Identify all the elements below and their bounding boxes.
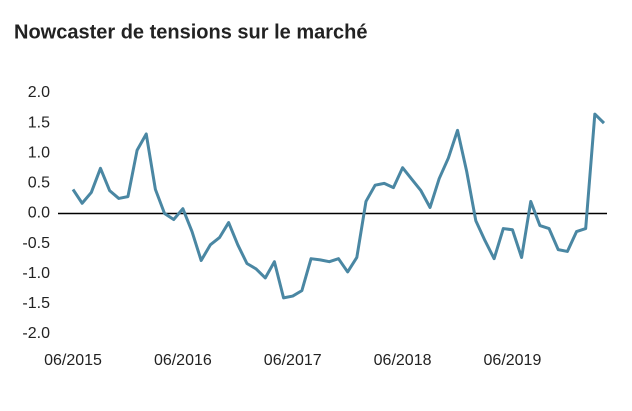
chart-title: Nowcaster de tensions sur le marché <box>14 21 367 43</box>
x-tick-label: 06/2015 <box>44 352 102 369</box>
y-tick-label: 2.0 <box>28 84 50 101</box>
y-tick-label: -1.0 <box>22 265 50 282</box>
y-tick-label: -1.5 <box>22 295 50 312</box>
line <box>71 112 606 300</box>
y-tick-label: 1.5 <box>28 114 50 131</box>
x-tick-label: 06/2019 <box>484 352 542 369</box>
x-tick-label: 06/2016 <box>154 352 212 369</box>
x-tick-label: 06/2018 <box>374 352 432 369</box>
y-tick-label: -0.5 <box>22 235 50 252</box>
y-tick-label: 0.5 <box>28 175 50 192</box>
x-tick-label: 06/2017 <box>264 352 322 369</box>
y-tick-label: 1.0 <box>28 144 50 161</box>
y-tick-label: 0.0 <box>28 205 50 222</box>
y-tick-label: -2.0 <box>22 325 50 342</box>
